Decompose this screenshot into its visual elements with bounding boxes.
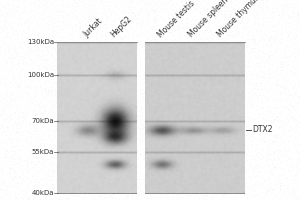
Text: Jurkat: Jurkat: [82, 17, 104, 39]
Text: Mouse thymus: Mouse thymus: [216, 0, 262, 39]
Text: Mouse testis: Mouse testis: [156, 0, 196, 39]
Text: 70kDa: 70kDa: [32, 118, 54, 124]
Text: 100kDa: 100kDa: [27, 72, 54, 78]
Text: HepG2: HepG2: [109, 14, 133, 39]
Text: 40kDa: 40kDa: [32, 190, 54, 196]
Text: DTX2: DTX2: [252, 126, 272, 134]
Text: 130kDa: 130kDa: [27, 39, 54, 45]
Text: 55kDa: 55kDa: [32, 149, 54, 155]
Text: Mouse spleen: Mouse spleen: [187, 0, 230, 39]
